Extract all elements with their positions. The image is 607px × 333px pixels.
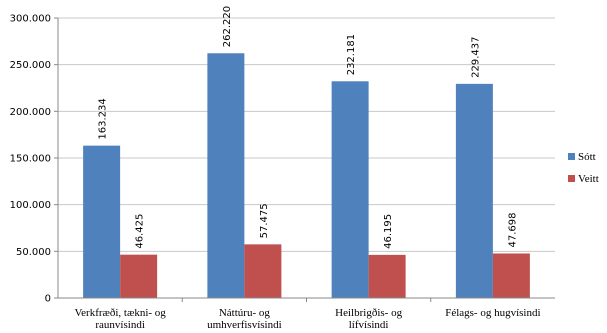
data-label: 262.220 — [222, 6, 233, 47]
y-tick-label: 100.000 — [10, 200, 51, 211]
bar-veitt — [492, 253, 530, 298]
data-label: 232.181 — [346, 34, 357, 75]
y-tick-label: 200.000 — [10, 107, 51, 118]
y-tick-label: 250.000 — [10, 60, 51, 71]
bar-veitt — [368, 254, 406, 298]
data-label: 57.475 — [259, 203, 270, 238]
y-axis: 0 50.000 100.000 150.000 200.000 250.000 300.0… — [10, 14, 59, 305]
x-category-label: Verkfræði, tækni- og raunvísindi — [74, 307, 166, 331]
bar-sott — [83, 145, 121, 298]
data-label: 229.437 — [470, 36, 481, 77]
y-tick-label: 150.000 — [10, 154, 51, 165]
x-category-label: Heilbrigðis- og lífvísindi — [335, 307, 402, 331]
x-category-label: Náttúru- og umhverfisvísindi — [207, 307, 282, 331]
bars: 163.234 46.425 262.220 57.475 232.181 46.195 2… — [83, 6, 530, 299]
data-label: 163.234 — [98, 98, 109, 139]
x-axis: Verkfræði, tækni- og raunvísindi Náttúru- … — [58, 297, 555, 331]
data-label: 47.698 — [507, 212, 518, 247]
legend: Sótt Veitt — [568, 151, 599, 185]
y-tick-label: 0 — [45, 294, 51, 305]
bar-sott — [455, 83, 493, 299]
bar-veitt — [120, 254, 158, 298]
y-tick-label: 50.000 — [16, 247, 51, 258]
bar-veitt — [244, 244, 282, 298]
bar-sott — [207, 53, 245, 298]
legend-swatch — [568, 175, 575, 182]
data-label: 46.195 — [383, 214, 394, 249]
bar-sott — [331, 81, 369, 298]
x-category-label: Félags- og hugvísindi — [445, 307, 540, 319]
y-tick-label: 300.000 — [10, 14, 51, 25]
legend-label: Sótt — [578, 151, 596, 163]
legend-label: Veitt — [578, 173, 599, 185]
data-label: 46.425 — [135, 214, 146, 249]
legend-swatch — [568, 153, 575, 160]
